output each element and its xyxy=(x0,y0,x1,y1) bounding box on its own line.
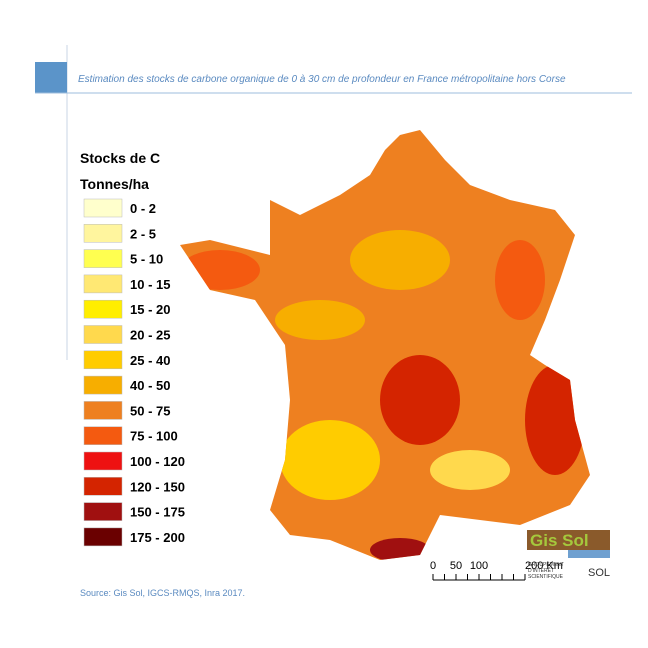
logo-text: D'INTÉRÊT xyxy=(528,566,554,574)
map-zone xyxy=(350,230,450,290)
legend-label: 15 - 20 xyxy=(130,302,170,317)
legend-swatch xyxy=(83,350,123,370)
scale-bar: 0 50 100 200 Km xyxy=(430,560,563,581)
map-zone xyxy=(525,365,585,475)
legend-swatch xyxy=(83,249,123,268)
map-zone xyxy=(280,420,380,500)
scale-label: 50 xyxy=(450,560,462,572)
legend-swatch xyxy=(83,477,123,496)
map xyxy=(180,130,590,560)
scale-label: 100 xyxy=(470,560,488,572)
legend-swatch xyxy=(83,527,123,547)
header-square xyxy=(35,62,67,93)
legend-swatch xyxy=(83,426,123,445)
source: Source: Gis Sol, IGCS-RMQS, Inra 2017. xyxy=(80,588,245,598)
legend-label: 75 - 100 xyxy=(130,429,178,444)
logo-bg xyxy=(527,530,610,550)
logo: Gis Sol GROUPEMENT D'INTÉRÊT SCIENTIFIQU… xyxy=(527,530,610,580)
legend-label: 20 - 25 xyxy=(130,328,170,343)
legend-label: 10 - 15 xyxy=(130,277,170,292)
legend-swatch xyxy=(83,401,123,420)
legend-swatch xyxy=(83,299,123,319)
legend-label: 5 - 10 xyxy=(130,252,163,267)
logo-text: SCIENTIFIQUE xyxy=(528,574,564,580)
legend-label: 150 - 175 xyxy=(130,505,185,520)
legend-label: 0 - 2 xyxy=(130,201,156,216)
legend: Stocks de C Tonnes/ha 0 - 2 2 - 5 5 - 10 10… xyxy=(80,150,185,547)
map-base xyxy=(180,130,590,560)
logo-text: GROUPEMENT xyxy=(528,562,564,568)
legend-swatch xyxy=(83,274,123,294)
legend-swatch xyxy=(83,325,123,344)
map-zone xyxy=(275,300,365,340)
legend-label: 2 - 5 xyxy=(130,226,156,241)
title: Estimation des stocks de carbone organiq… xyxy=(78,74,566,85)
scale-label: 200 Km xyxy=(525,560,563,572)
legend-swatch xyxy=(83,198,123,218)
map-zone xyxy=(370,538,430,560)
logo-bar xyxy=(568,550,610,558)
legend-label: 175 - 200 xyxy=(130,530,185,545)
legend-label: 100 - 120 xyxy=(130,454,185,469)
legend-swatch xyxy=(83,502,123,521)
legend-swatch xyxy=(83,375,123,395)
legend-swatch xyxy=(83,451,123,471)
scale-label: 0 xyxy=(430,560,436,572)
map-zone xyxy=(380,355,460,445)
legend-label: 25 - 40 xyxy=(130,353,170,368)
logo-word: SOL xyxy=(588,567,610,579)
legend-swatch xyxy=(83,224,123,243)
map-zone xyxy=(495,240,545,320)
legend-title: Stocks de C xyxy=(80,150,160,166)
logo-name: Gis Sol xyxy=(530,531,589,550)
legend-label: 50 - 75 xyxy=(130,403,170,418)
map-zone xyxy=(180,250,260,290)
legend-label: 120 - 150 xyxy=(130,479,185,494)
legend-unit: Tonnes/ha xyxy=(80,176,149,192)
map-zone xyxy=(430,450,510,490)
legend-label: 40 - 50 xyxy=(130,378,170,393)
